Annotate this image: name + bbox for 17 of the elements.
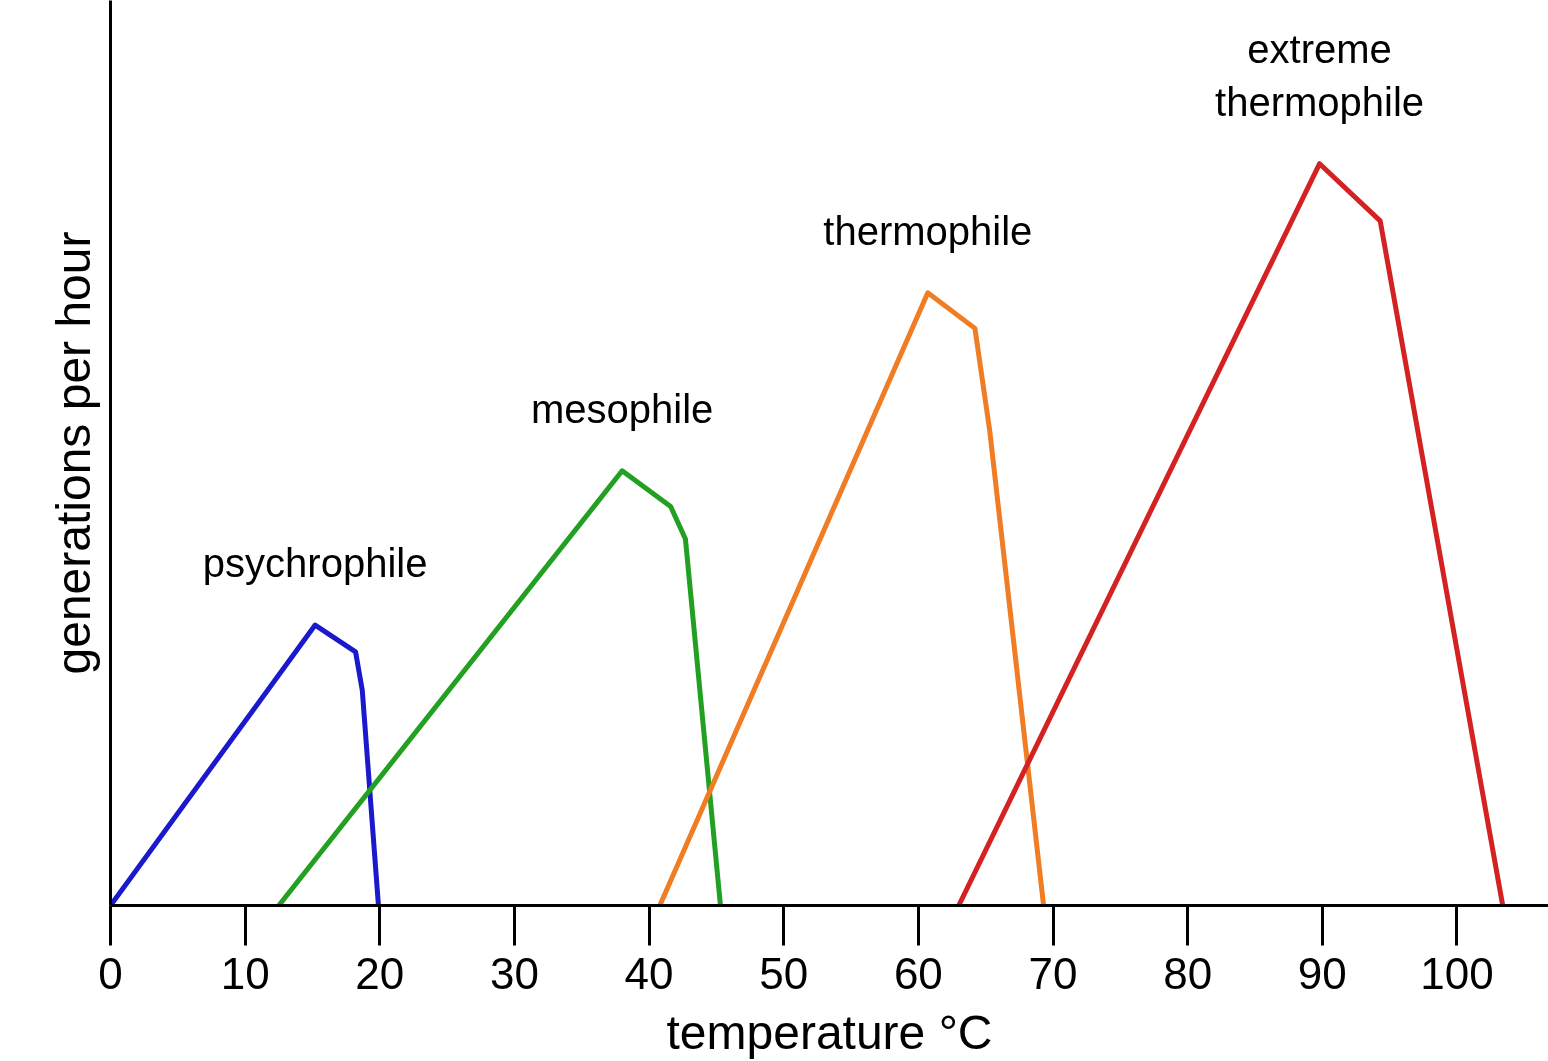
x-axis-title: temperature °C [666,1005,993,1059]
x-tick-label: 60 [893,948,943,998]
x-tick-label: 90 [1297,948,1347,998]
y-axis-title: generations per hour [46,231,100,675]
series-label: psychrophile [202,541,428,586]
x-tick-label: 70 [1028,948,1078,998]
text: extreme thermophile [1215,26,1425,124]
series-label: mesophile [530,386,714,431]
x-tick-label: 0 [98,948,123,998]
series-label: thermophile [823,208,1033,253]
x-tick-label: 50 [759,948,809,998]
x-tick-label: 20 [355,948,405,998]
x-tick-label: 40 [624,948,674,998]
x-tick-label: 100 [1420,948,1494,998]
x-tick-label: 10 [220,948,270,998]
x-tick-label: 30 [489,948,539,998]
x-tick-label: 80 [1163,948,1213,998]
